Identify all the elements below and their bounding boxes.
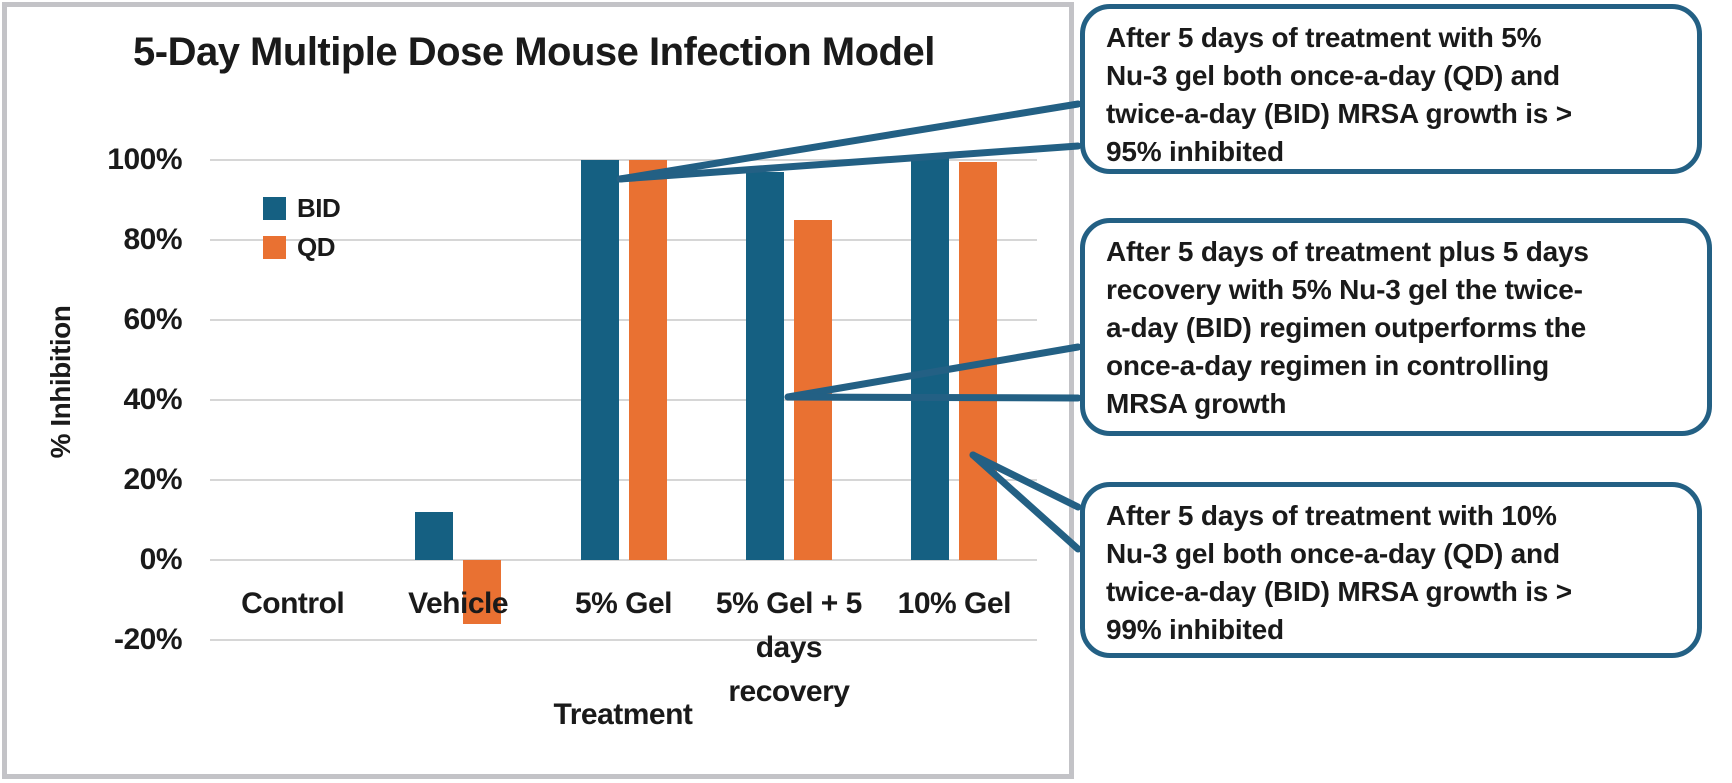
bid-swatch-icon [263,196,286,220]
callout-text-line: recovery with 5% Nu-3 gel the twice- [1106,274,1583,305]
callout-text-line: 95% inhibited [1106,136,1284,167]
x-category-label-10-gel: 10% Gel [859,582,1049,626]
x-category-label-5-gel: 5% Gel [529,582,719,626]
callout-box-10pct-gel: After 5 days of treatment with 10% Nu-3 … [1080,482,1702,658]
callout-box-recovery: After 5 days of treatment plus 5 days re… [1080,218,1712,436]
x-category-label-line: 5% Gel + 5 [715,587,862,620]
x-axis-title: Treatment [553,698,693,731]
callout-text-line: a-day (BID) regimen outperforms the [1106,312,1586,343]
x-category-label-line: 10% Gel [897,587,1012,620]
y-tick-label: 60% [123,303,182,336]
legend-item-bid: BID [263,193,341,223]
bar-bid-5-gel-5-days-recovery [745,172,784,560]
gridline [210,399,1037,401]
callout-text-line: Nu-3 gel both once-a-day (QD) and [1106,60,1560,91]
y-tick-label: 80% [123,223,182,256]
x-category-label-line: days [755,631,823,664]
gridline [210,639,1037,641]
bar-qd-10-gel [959,162,998,560]
callout-text-line: MRSA growth [1106,388,1287,419]
callout-text-line: once-a-day regimen in controlling [1106,350,1550,381]
bar-bid-5-gel [580,160,619,560]
legend: BID QD [263,193,341,274]
x-category-label-line: Control [241,587,345,620]
y-tick-label: -20% [113,623,183,656]
gridline [210,479,1037,481]
bar-bid-vehicle [415,512,454,560]
x-category-label-control: Control [198,582,388,626]
y-tick-label: 100% [107,143,182,176]
callout-text-line: twice-a-day (BID) MRSA growth is > [1106,576,1572,607]
callout-text-line: After 5 days of treatment plus 5 days [1106,236,1589,267]
gridline [210,559,1037,561]
callout-text-line: After 5 days of treatment with 5% [1106,22,1542,53]
gridline [210,239,1037,241]
callout-box-5pct-gel: After 5 days of treatment with 5% Nu-3 g… [1080,4,1702,174]
x-category-label-line: Vehicle [408,587,509,620]
bar-qd-vehicle [463,560,502,624]
x-category-label-vehicle: Vehicle [363,582,553,626]
x-category-label-line: recovery [728,675,850,708]
gridline [210,319,1037,321]
y-tick-label: 0% [139,543,183,576]
legend-label-bid: BID [297,192,341,223]
callout-text-line: 99% inhibited [1106,614,1284,645]
bar-bid-10-gel [911,156,950,560]
x-category-label-line: 5% Gel [574,587,673,620]
legend-label-qd: QD [297,231,336,262]
chart-title: 5-Day Multiple Dose Mouse Infection Mode… [133,30,935,74]
y-tick-label: 20% [123,463,182,496]
bar-qd-5-gel-5-days-recovery [793,220,832,560]
y-tick-label: 40% [123,383,182,416]
qd-swatch-icon [263,235,286,259]
x-category-label-5-gel-5-days-recovery: 5% Gel + 5 days recovery [694,582,884,714]
callout-text-line: Nu-3 gel both once-a-day (QD) and [1106,538,1560,569]
callout-text-line: twice-a-day (BID) MRSA growth is > [1106,98,1572,129]
callout-text-line: After 5 days of treatment with 10% [1106,500,1557,531]
bar-qd-5-gel [628,160,667,560]
legend-item-qd: QD [263,232,340,262]
